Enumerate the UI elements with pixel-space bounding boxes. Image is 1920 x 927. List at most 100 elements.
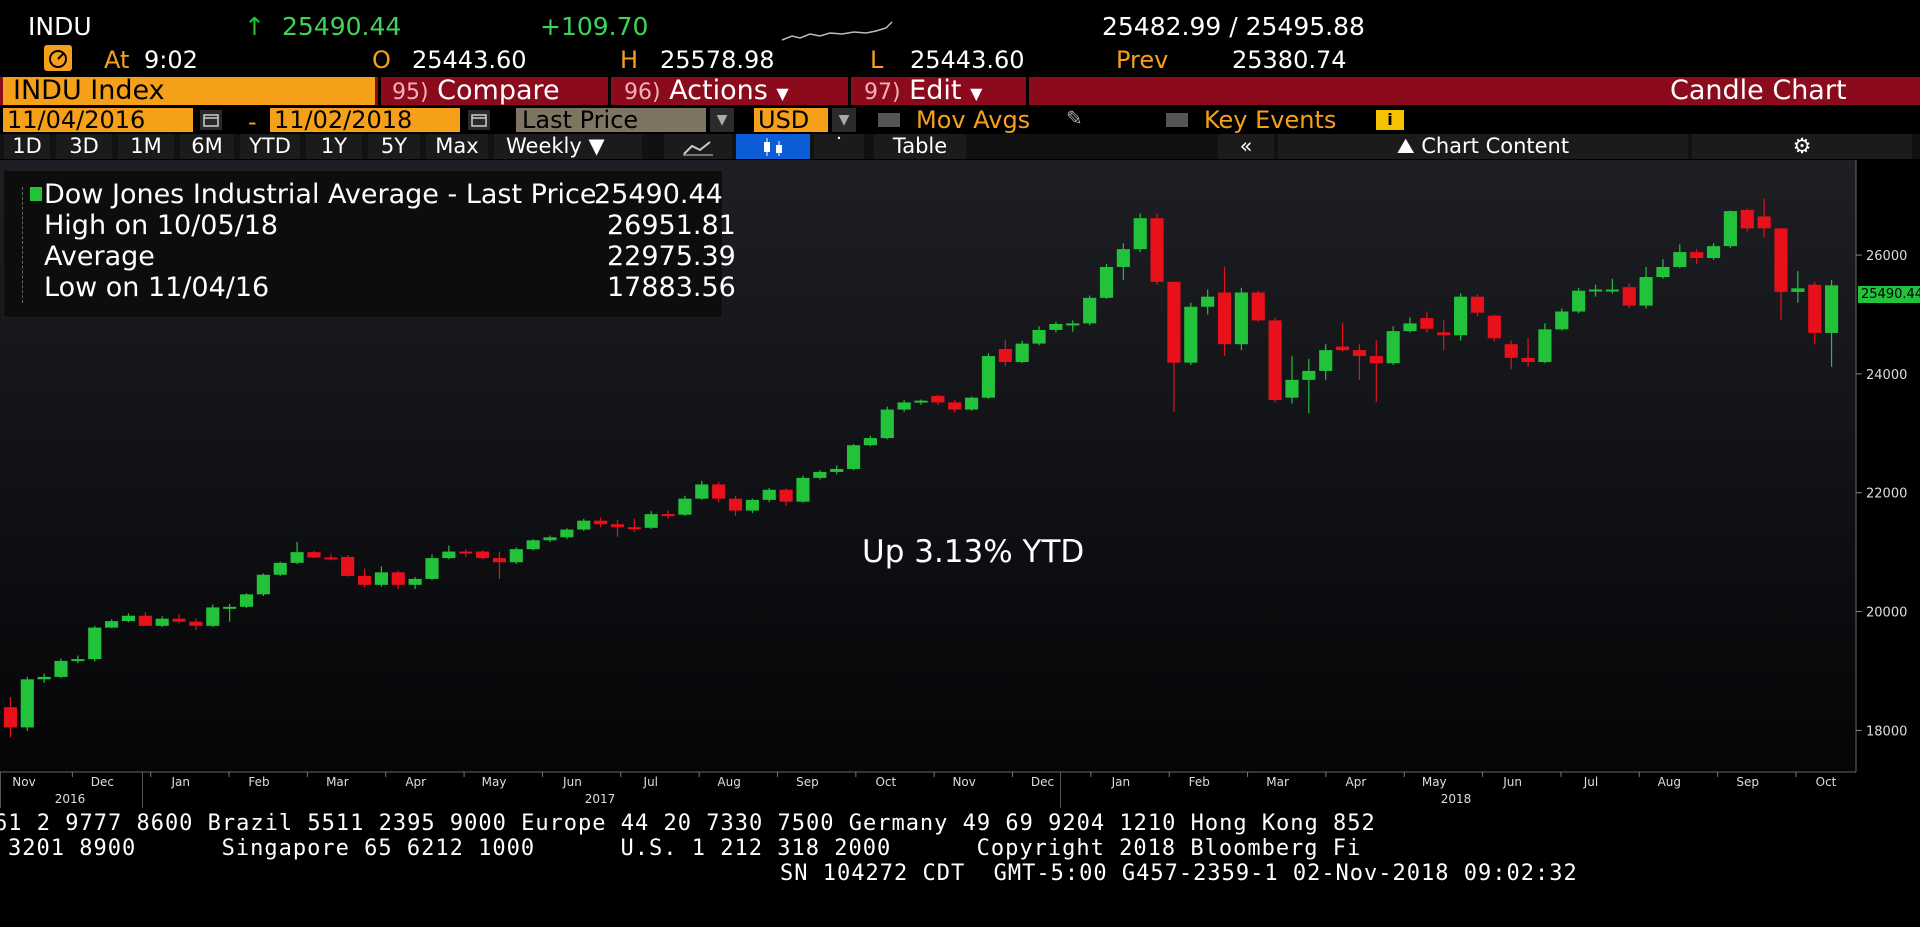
tab-1d[interactable]: 1D [4,134,50,159]
price-field-select[interactable]: Last Price [516,108,706,132]
candle-body [594,520,608,525]
candle-body [897,402,911,410]
x-tick-label: May [1422,775,1447,789]
candle-body [155,618,169,626]
x-tick-label: Oct [1816,775,1837,789]
candle [998,339,1012,367]
contact-line-1: 61 2 9777 8600 Brazil 5511 2395 9000 Eur… [0,811,1376,836]
double-chevron-left-icon: « [1239,134,1253,158]
end-date-field[interactable]: 11/02/2018 [270,108,460,132]
x-tick-label: Jul [1583,775,1598,789]
x-tick-label: Aug [1658,775,1681,789]
gear-icon: ⚙ [1792,134,1812,158]
candle-body [1572,290,1586,312]
session-info: SN 104272 CDT GMT-5:00 G457-2359-1 02-No… [780,861,1578,886]
candle [1639,266,1653,309]
tab-3d[interactable]: 3D [56,134,112,159]
tab-1m[interactable]: 1M [118,134,174,159]
table-button[interactable]: Table [874,134,966,159]
tab-max[interactable]: Max [426,134,488,159]
line-chart-button[interactable] [664,134,732,159]
info-icon[interactable]: i [1376,110,1404,130]
y-tick-label: 18000 [1866,724,1907,739]
x-tick-label: Apr [1346,775,1367,789]
key-events-checkbox[interactable] [1166,113,1188,127]
candle [1420,311,1434,333]
candle-body [88,627,102,660]
candle-body [138,615,152,626]
candle [526,539,540,551]
x-tick-label: Aug [717,775,740,789]
calendar-icon[interactable] [468,110,490,130]
year-label: 2016 [55,792,86,806]
candle [779,488,793,506]
candle [476,550,490,560]
candle-body [1454,296,1468,336]
actions-menu[interactable]: 96) Actions ▼ [624,77,789,106]
chart-content-button[interactable]: ⛰ Chart Content [1278,134,1688,159]
compare-menu[interactable]: 95) Compare [392,77,560,106]
mov-avgs-checkbox[interactable] [878,113,900,127]
x-tick-label: Sep [1736,775,1759,789]
high-label: H [620,46,639,74]
tab-1y[interactable]: 1Y [306,134,362,159]
tab-6m[interactable]: 6M [180,134,234,159]
frequency-select[interactable]: Weekly ▼ [494,134,642,159]
candle-body [813,471,827,478]
start-date-field[interactable]: 11/04/2016 [3,108,193,132]
alert-gauge-icon[interactable] [44,45,72,71]
candle-chart-button[interactable] [736,134,810,159]
candle-body [476,551,490,559]
candle [1319,344,1333,380]
security-label[interactable]: INDU Index [3,77,375,105]
tab-ytd[interactable]: YTD [240,134,300,159]
candle-body [1521,357,1535,363]
candle-chart[interactable]: 18000 20000 22000 24000 26000 Nov Dec Jan Feb Ma… [0,160,1920,816]
candle [1824,280,1839,367]
candle-body [1470,296,1485,313]
compare-num: 95) [392,80,429,105]
candle [1572,287,1586,314]
candle [745,498,759,513]
candle-body [1605,289,1619,292]
legend-tree-line [22,187,24,303]
candle-body [526,540,540,550]
candle [1673,244,1687,269]
chevron-down-icon[interactable]: ▼ [710,108,734,132]
candle-body [1690,252,1704,259]
candle-body [223,606,237,609]
candle [712,482,726,503]
chevron-down-icon[interactable]: ▼ [832,108,856,132]
chevron-down-icon: ▼ [776,84,789,103]
calendar-icon[interactable] [200,110,222,130]
candle-body [712,484,726,499]
chart-legend[interactable]: Dow Jones Industrial Average - Last Pric… [3,170,736,318]
collapse-button[interactable]: « [1218,134,1274,159]
x-tick-label: Apr [405,775,426,789]
legend-series-label: Dow Jones Industrial Average - Last Pric… [44,179,597,210]
key-events-label[interactable]: Key Events [1204,106,1337,134]
sparkline-icon [781,21,893,41]
candle-body [1622,287,1636,306]
candle [1352,344,1366,380]
mov-avgs-label[interactable]: Mov Avgs [916,106,1031,134]
x-tick-label: Feb [1189,775,1210,789]
function-title: Candle Chart [1670,75,1847,106]
x-tick-label: Dec [1031,775,1054,789]
candle [206,604,220,628]
x-tick-label: Mar [326,775,349,789]
x-tick-label: Jun [1502,775,1522,789]
settings-button[interactable]: ⚙ [1692,134,1912,159]
currency-select[interactable]: USD [754,108,828,132]
ytd-annotation: Up 3.13% YTD [862,534,1085,570]
pencil-icon[interactable]: ✎ [1066,106,1083,130]
candle [1066,320,1080,332]
tab-5y[interactable]: 5Y [368,134,420,159]
more-chart-types-button[interactable]: ˙ [814,134,864,159]
candle [762,487,776,503]
edit-menu[interactable]: 97) Edit ▼ [864,77,982,106]
chart-content-label: Chart Content [1421,134,1570,158]
candle [1083,295,1097,326]
candle-body [105,621,119,628]
candle-body [37,676,51,680]
